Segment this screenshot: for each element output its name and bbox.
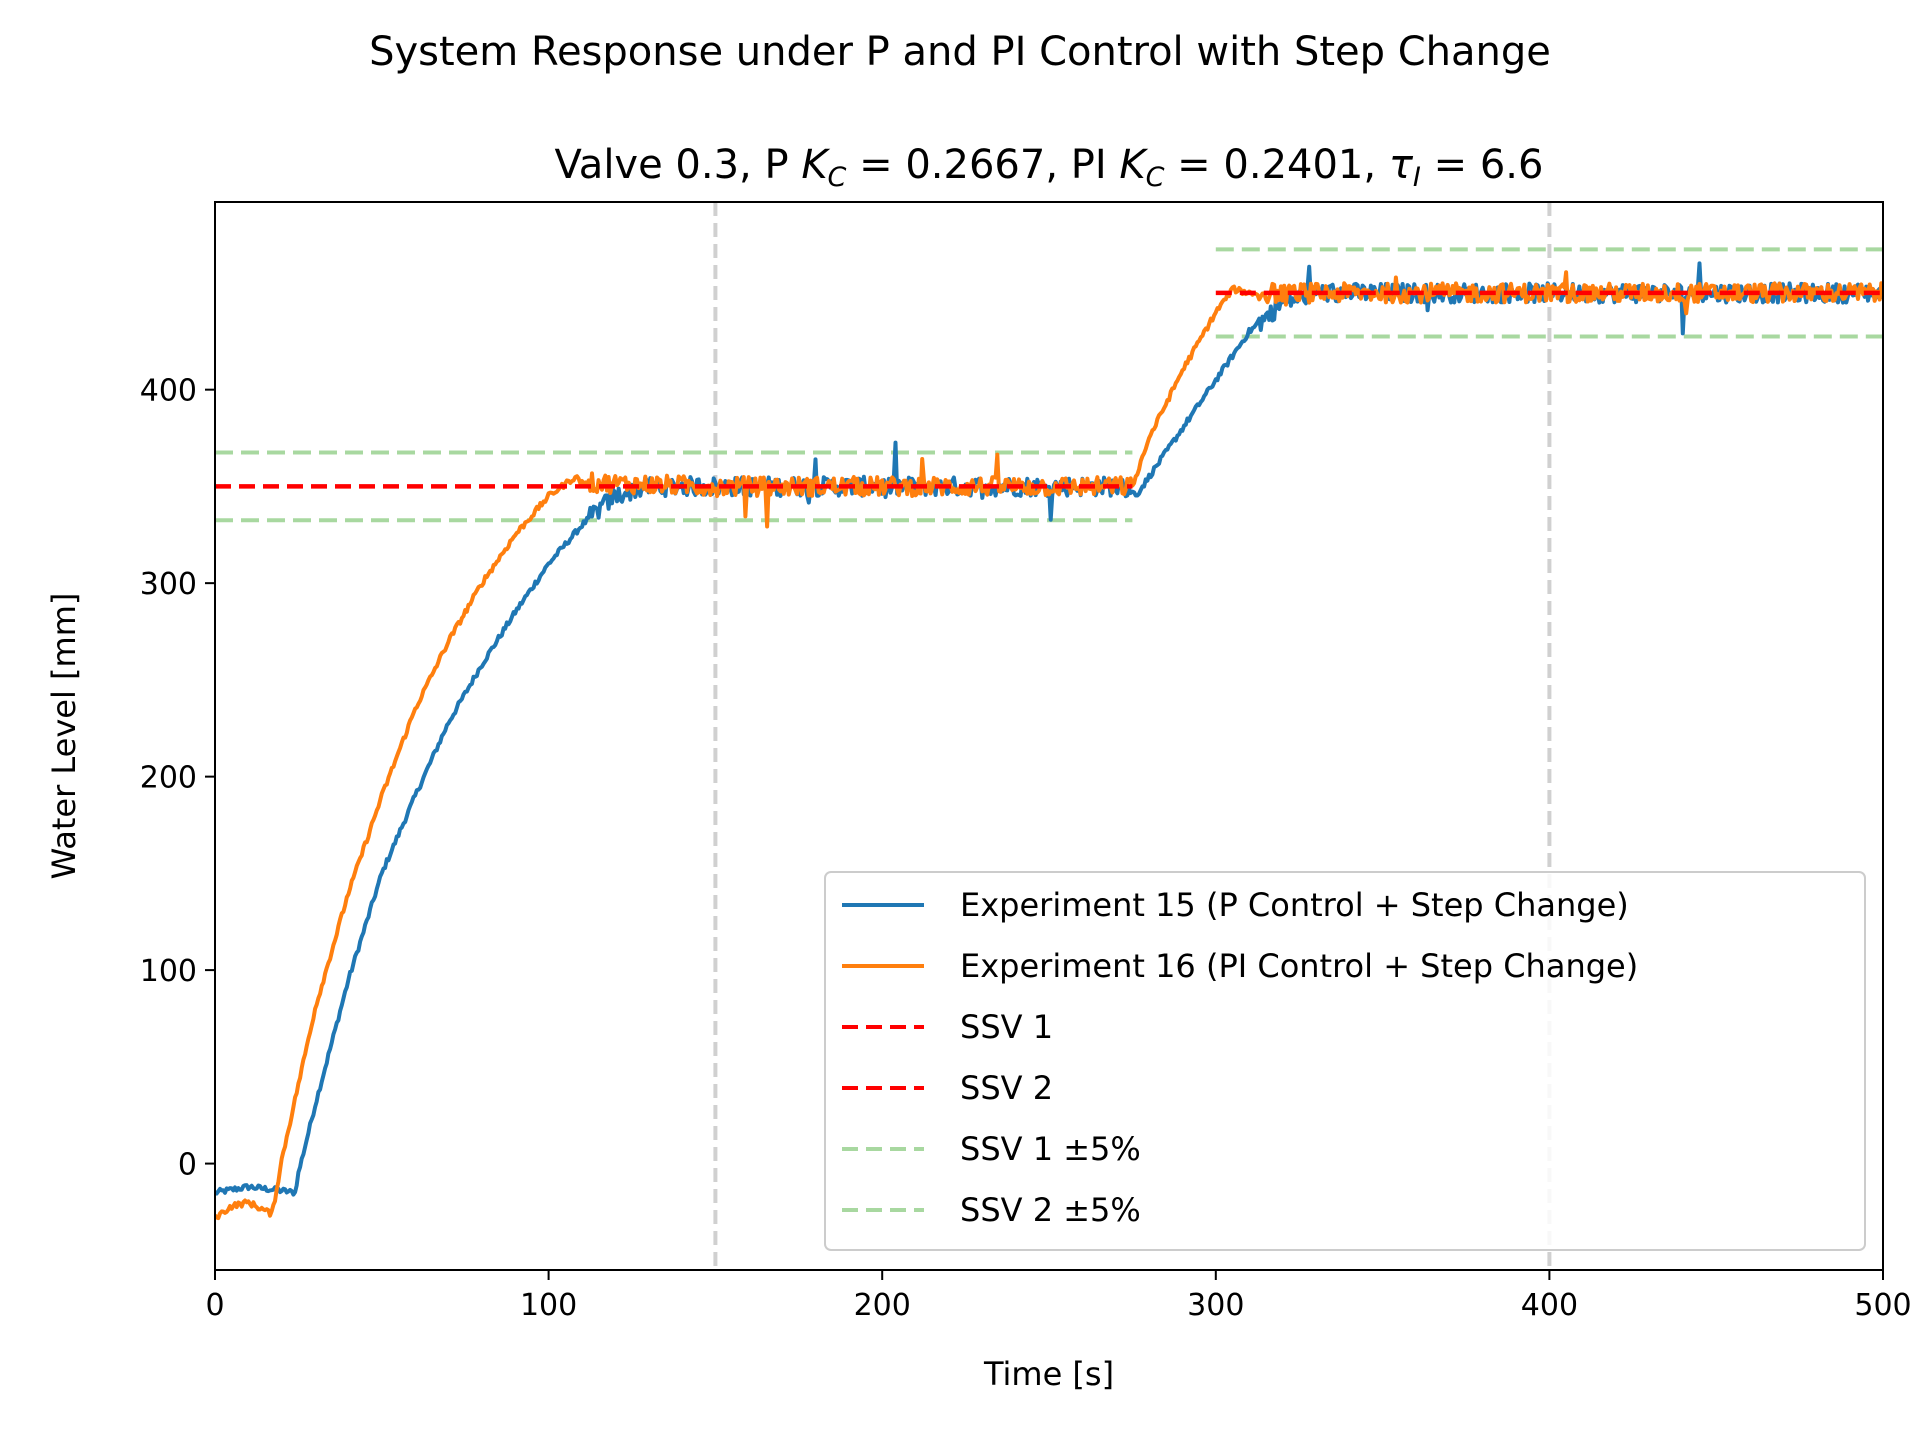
x-axis-label: Time [s] — [983, 1355, 1114, 1393]
x-tick-label: 200 — [854, 1288, 911, 1323]
legend-label: Experiment 16 (PI Control + Step Change) — [960, 947, 1638, 985]
x-tick-label: 100 — [520, 1288, 577, 1323]
plot-area — [215, 202, 1883, 1270]
legend-label: SSV 1 — [960, 1008, 1053, 1046]
legend-frame — [824, 871, 1866, 1251]
x-tick-label: 0 — [205, 1288, 224, 1323]
x-axis-ticks: 0 100 200 300 400 500 — [205, 1270, 1912, 1323]
chart-title: Valve 0.3, P KC = 0.2667, PI KC = 0.2401… — [555, 142, 1544, 193]
plot-frame — [214, 201, 1884, 1271]
legend-label: Experiment 15 (P Control + Step Change) — [960, 886, 1629, 924]
legend: Experiment 15 (P Control + Step Change) E… — [824, 871, 1866, 1251]
y-tick-label: 0 — [178, 1148, 197, 1183]
legend-label: SSV 1 ±5% — [960, 1130, 1141, 1168]
x-tick-label: 400 — [1521, 1288, 1578, 1323]
x-tick-label: 300 — [1187, 1288, 1244, 1323]
x-tick-label: 500 — [1854, 1288, 1911, 1323]
y-axis-label: Water Level [mm] — [45, 593, 83, 880]
y-tick-label: 200 — [140, 761, 197, 796]
setpoint-lines — [215, 290, 1883, 489]
y-tick-label: 100 — [140, 954, 197, 989]
chart-suptitle: System Response under P and PI Control w… — [369, 29, 1551, 75]
y-tick-label: 400 — [140, 374, 197, 409]
legend-label: SSV 2 — [960, 1069, 1053, 1107]
y-tick-label: 300 — [140, 567, 197, 602]
legend-label: SSV 2 ±5% — [960, 1191, 1141, 1229]
tolerance-bands — [215, 247, 1883, 523]
y-axis-ticks: 0 100 200 300 400 — [140, 374, 215, 1183]
